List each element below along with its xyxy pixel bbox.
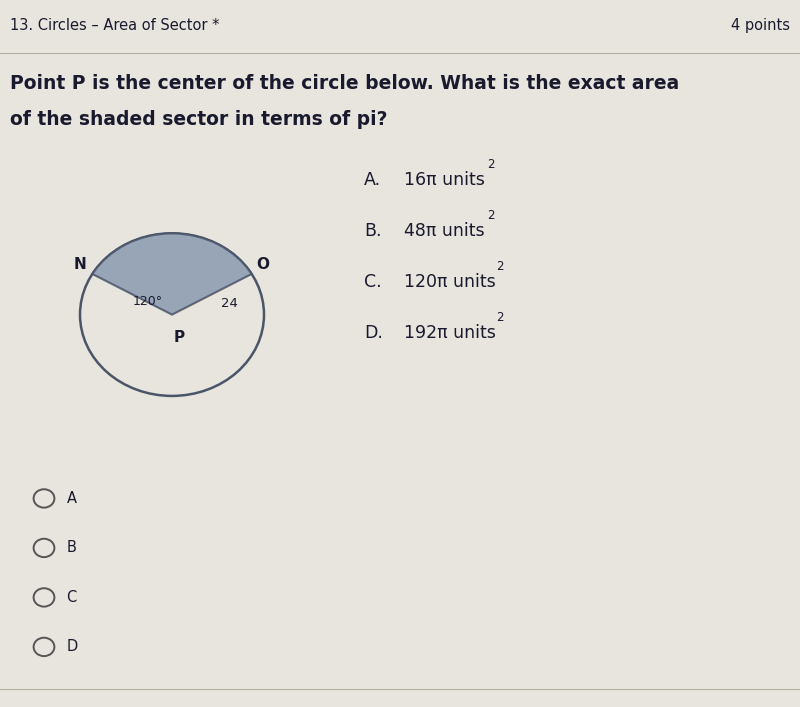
Text: 120π units: 120π units xyxy=(404,273,496,291)
Text: 2: 2 xyxy=(486,158,494,171)
Wedge shape xyxy=(92,233,252,315)
Text: 2: 2 xyxy=(496,311,503,324)
Text: B: B xyxy=(66,540,76,556)
Text: D: D xyxy=(66,639,78,655)
Text: N: N xyxy=(73,257,86,271)
Text: C: C xyxy=(66,590,77,605)
Text: O: O xyxy=(257,257,270,271)
Text: C.: C. xyxy=(364,273,382,291)
Text: A.: A. xyxy=(364,171,381,189)
Text: 24: 24 xyxy=(221,297,238,310)
Text: D.: D. xyxy=(364,324,383,342)
Text: 120°: 120° xyxy=(133,295,163,308)
Text: 4 points: 4 points xyxy=(731,18,790,33)
Text: 16π units: 16π units xyxy=(404,171,485,189)
Text: Point P is the center of the circle below. What is the exact area: Point P is the center of the circle belo… xyxy=(10,74,679,93)
Text: 13. Circles – Area of Sector *: 13. Circles – Area of Sector * xyxy=(10,18,219,33)
Text: 2: 2 xyxy=(496,260,503,273)
Circle shape xyxy=(80,233,264,396)
Text: A: A xyxy=(66,491,77,506)
Text: P: P xyxy=(174,330,185,345)
Text: 48π units: 48π units xyxy=(404,222,485,240)
Text: 2: 2 xyxy=(486,209,494,222)
Text: 192π units: 192π units xyxy=(404,324,496,342)
Text: of the shaded sector in terms of pi?: of the shaded sector in terms of pi? xyxy=(10,110,387,129)
Text: B.: B. xyxy=(364,222,382,240)
